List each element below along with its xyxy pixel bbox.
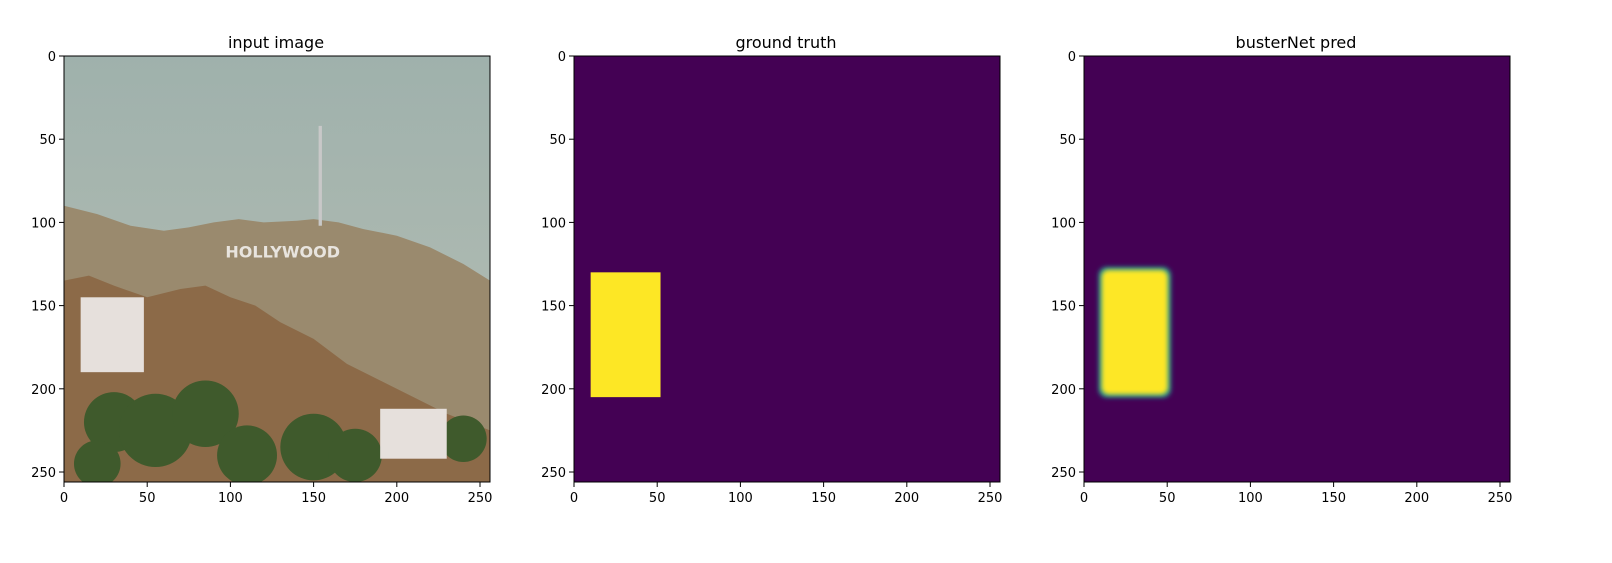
axes-frame [63, 55, 491, 483]
x-tick-label: 0 [570, 491, 578, 506]
building-right [380, 408, 447, 459]
y-tick-label: 0 [48, 50, 56, 65]
tree [172, 380, 239, 448]
y-tick-label: 0 [1068, 50, 1076, 65]
mask-background [574, 56, 1000, 482]
hollywood-sign: HOLLYWOOD [225, 242, 340, 261]
axes-frame [573, 55, 1001, 483]
tree [73, 440, 121, 482]
x-tick-label: 50 [139, 491, 156, 506]
tree [440, 415, 487, 463]
gt-mask [590, 272, 661, 398]
y-tick-label: 150 [1051, 300, 1076, 315]
x-tick-label: 100 [1238, 491, 1263, 506]
y-tick-label: 200 [1051, 383, 1076, 398]
x-tick-label: 250 [978, 491, 1003, 506]
y-tick-label: 100 [1051, 216, 1076, 231]
y-tick-label: 150 [31, 300, 56, 315]
x-tick-label: 100 [728, 491, 753, 506]
panel-busternet-pred: busterNet pred 0 50 100 150 200 250 0 50 100 150 2… [1031, 0, 1561, 563]
y-tick-label: 250 [31, 466, 56, 481]
plot-area [1084, 56, 1510, 482]
panel-title: input image [227, 33, 325, 52]
y-tick-label: 100 [541, 216, 566, 231]
axes-busternet-pred: 0 50 100 150 200 250 0 50 100 150 200 250 [1051, 50, 1513, 506]
x-tick-label: 50 [649, 491, 666, 506]
x-tick-label: 150 [1321, 491, 1346, 506]
panel-input-image: input image HOLLYWOOD 0 50 100 150 200 250 0 50 1… [11, 0, 541, 563]
y-tick-label: 200 [541, 383, 566, 398]
y-tick-label: 150 [541, 300, 566, 315]
x-tick-label: 200 [894, 491, 919, 506]
plot-area [574, 56, 1000, 482]
y-tick-label: 100 [31, 216, 56, 231]
axes-frame [1083, 55, 1511, 483]
plot-area: HOLLYWOOD [64, 56, 490, 482]
radio-tower [318, 125, 322, 226]
panel-ground-truth: ground truth 0 50 100 150 200 250 0 50 100 150 200… [521, 0, 1051, 563]
x-tick-label: 200 [1404, 491, 1429, 506]
x-tick-label: 100 [218, 491, 243, 506]
y-tick-label: 250 [541, 466, 566, 481]
x-tick-label: 0 [60, 491, 68, 506]
building-left [80, 297, 144, 373]
x-tick-label: 200 [384, 491, 409, 506]
y-tick-label: 250 [1051, 466, 1076, 481]
y-tick-label: 0 [558, 50, 566, 65]
y-tick-label: 50 [549, 133, 566, 148]
x-tick-label: 250 [1488, 491, 1513, 506]
y-tick-label: 50 [1059, 133, 1076, 148]
x-tick-label: 150 [811, 491, 836, 506]
axes-ground-truth: 0 50 100 150 200 250 0 50 100 150 200 250 [541, 50, 1003, 506]
panel-title: ground truth [735, 33, 837, 52]
x-tick-label: 250 [468, 491, 493, 506]
y-tick-label: 200 [31, 383, 56, 398]
axes-input-image: HOLLYWOOD 0 50 100 150 200 250 0 50 100 150 200 250 [31, 50, 493, 506]
tree [328, 428, 382, 482]
tree [217, 425, 277, 482]
y-tick-label: 50 [39, 133, 56, 148]
panel-title: busterNet pred [1235, 33, 1357, 52]
pred-mask [1101, 270, 1168, 395]
x-tick-label: 150 [301, 491, 326, 506]
x-tick-label: 50 [1159, 491, 1176, 506]
x-tick-label: 0 [1080, 491, 1088, 506]
